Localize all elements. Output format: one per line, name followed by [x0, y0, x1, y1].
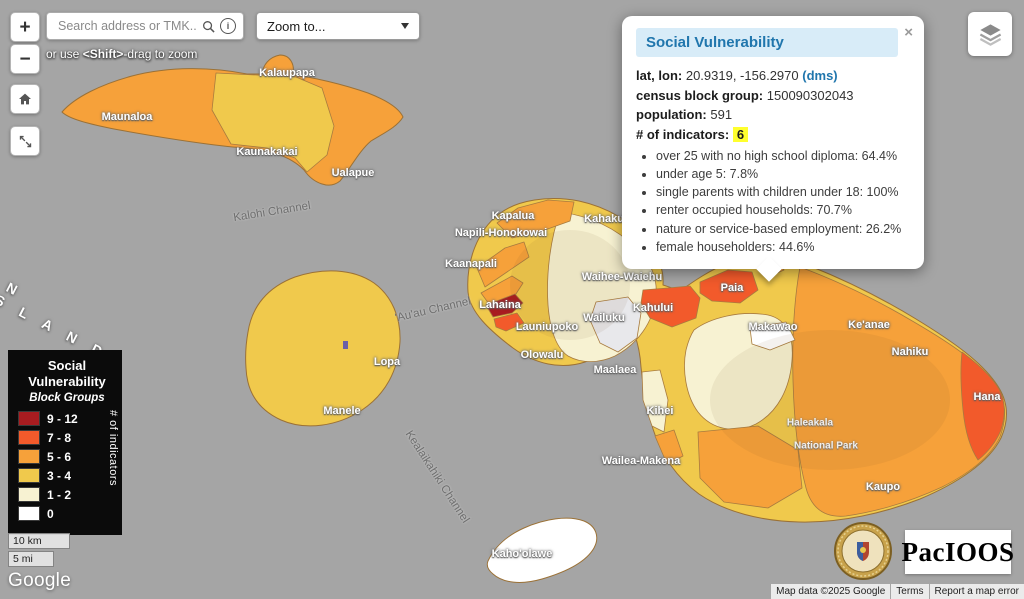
search-box[interactable]: i [46, 12, 244, 40]
block-group-region[interactable] [496, 199, 575, 239]
block-group-region[interactable] [640, 285, 701, 328]
zoom-to-dropdown[interactable]: Zoom to... [256, 12, 420, 40]
block-group-region[interactable] [211, 72, 335, 173]
terms-link[interactable]: Terms [891, 584, 929, 599]
population-label: population: [636, 107, 707, 122]
search-input[interactable] [56, 18, 202, 34]
legend-row: 1 - 2 [18, 487, 116, 503]
info-popup: × Social Vulnerability lat, lon: 20.9319… [622, 16, 924, 282]
legend-subtitle: Block Groups [29, 392, 105, 405]
legend-row: 5 - 6 [18, 449, 116, 465]
attribution-bar: Map data ©2025 Google Terms Report a map… [770, 584, 1024, 599]
report-error-link[interactable]: Report a map error [929, 584, 1024, 599]
census-block-label: census block group: [636, 87, 764, 103]
indicator-item: female householders: 44.6% [656, 238, 910, 256]
close-icon[interactable]: × [904, 24, 913, 41]
google-logo[interactable]: Google [8, 570, 72, 591]
pacioos-logo[interactable]: PacIOOS [902, 530, 1014, 574]
legend-swatch [18, 449, 40, 465]
block-group-region[interactable] [749, 321, 796, 351]
block-group-region[interactable] [485, 293, 524, 318]
hint-prefix: or use [46, 47, 83, 61]
latlon-label: lat, lon: [636, 68, 683, 83]
indicator-item: over 25 with no high school diploma: 64.… [656, 147, 910, 165]
zoom-to-label: Zoom to... [267, 18, 326, 34]
legend-swatch [18, 411, 40, 427]
layers-icon [979, 23, 1001, 46]
legend-axis-label: # of indicators [107, 410, 119, 486]
legend-title-line2: Vulnerability [28, 373, 106, 389]
popup-fields: lat, lon: 20.9319, -156.2970 (dms) censu… [636, 66, 910, 144]
block-group-region[interactable] [589, 296, 642, 353]
block-group-region[interactable] [699, 269, 759, 304]
map-data-credit: Map data ©2025 Google [771, 584, 891, 599]
hawaii-state-seal [834, 522, 892, 580]
latlon-value: 20.9319, -156.2970 [685, 68, 799, 83]
legend-label: 5 - 6 [47, 449, 72, 464]
block-group-region[interactable] [343, 341, 348, 349]
legend-swatch [18, 468, 40, 484]
legend-label: 7 - 8 [47, 430, 72, 445]
block-group-region[interactable] [792, 266, 1006, 517]
hint-suffix: -drag to zoom [123, 47, 198, 61]
block-group-region[interactable] [960, 351, 1005, 461]
block-group-region[interactable] [654, 429, 684, 465]
population-row: population: 591 [636, 105, 910, 125]
search-icon[interactable] [202, 20, 215, 33]
block-group-region[interactable] [697, 425, 803, 509]
latlon-row: lat, lon: 20.9319, -156.2970 (dms) [636, 66, 910, 86]
shift-drag-hint: or use <Shift>-drag to zoom [46, 47, 197, 61]
expand-button[interactable] [10, 126, 40, 156]
legend-label: 3 - 4 [47, 468, 72, 483]
indicators-count-badge: 6 [732, 126, 749, 142]
indicator-item: single parents with children under 18: 1… [656, 183, 910, 201]
lanai-island[interactable] [245, 270, 401, 427]
kahoolawe-island[interactable] [486, 517, 598, 583]
home-icon [19, 93, 31, 105]
indicators-label: # of indicators: [636, 126, 730, 142]
zoom-in-button[interactable]: + [10, 12, 40, 42]
layers-button[interactable] [968, 12, 1012, 56]
hint-key: <Shift> [82, 47, 124, 61]
pacioos-logo-text: PacIOOS [901, 536, 1015, 567]
legend-swatch [18, 506, 40, 522]
hillshade [510, 230, 630, 340]
legend-row: 9 - 12 [18, 411, 116, 427]
block-group-region[interactable] [641, 369, 669, 433]
scale-bar-mi: 5 mi [8, 551, 54, 567]
census-block-value: 150090302043 [766, 87, 854, 103]
legend-row: 0 [18, 506, 116, 522]
indicator-item: renter occupied households: 70.7% [656, 201, 910, 219]
indicator-item: under age 5: 7.8% [656, 165, 910, 183]
hillshade [710, 330, 950, 470]
legend: Social Vulnerability Block Groups 9 - 12… [8, 350, 122, 536]
block-group-region[interactable] [476, 241, 530, 288]
chevron-down-icon [401, 23, 409, 29]
legend-title: Social Vulnerability [18, 358, 116, 389]
indicator-item: nature or service-based employment: 26.2… [656, 220, 910, 238]
scale-bar-km: 10 km [8, 533, 70, 549]
legend-label: 0 [47, 506, 54, 521]
legend-swatch [18, 487, 40, 503]
legend-row: 3 - 4 [18, 468, 116, 484]
legend-label: 9 - 12 [47, 411, 78, 426]
popup-title: Social Vulnerability [636, 28, 898, 57]
home-button[interactable] [10, 84, 40, 114]
info-icon[interactable]: i [220, 18, 236, 34]
zoom-out-button[interactable]: − [10, 44, 40, 74]
legend-label: 1 - 2 [47, 487, 72, 502]
expand-arrows-icon [19, 135, 31, 147]
census-block-row: census block group: 150090302043 [636, 86, 910, 106]
indicator-list: over 25 with no high school diploma: 64.… [656, 147, 910, 256]
legend-row: 7 - 8 [18, 430, 116, 446]
legend-swatch [18, 430, 40, 446]
legend-title-line1: Social [47, 358, 87, 373]
indicators-row: # of indicators: 6 [636, 125, 910, 145]
population-value: 591 [710, 107, 733, 122]
dms-link[interactable]: (dms) [802, 68, 838, 83]
block-group-region[interactable] [493, 312, 525, 332]
